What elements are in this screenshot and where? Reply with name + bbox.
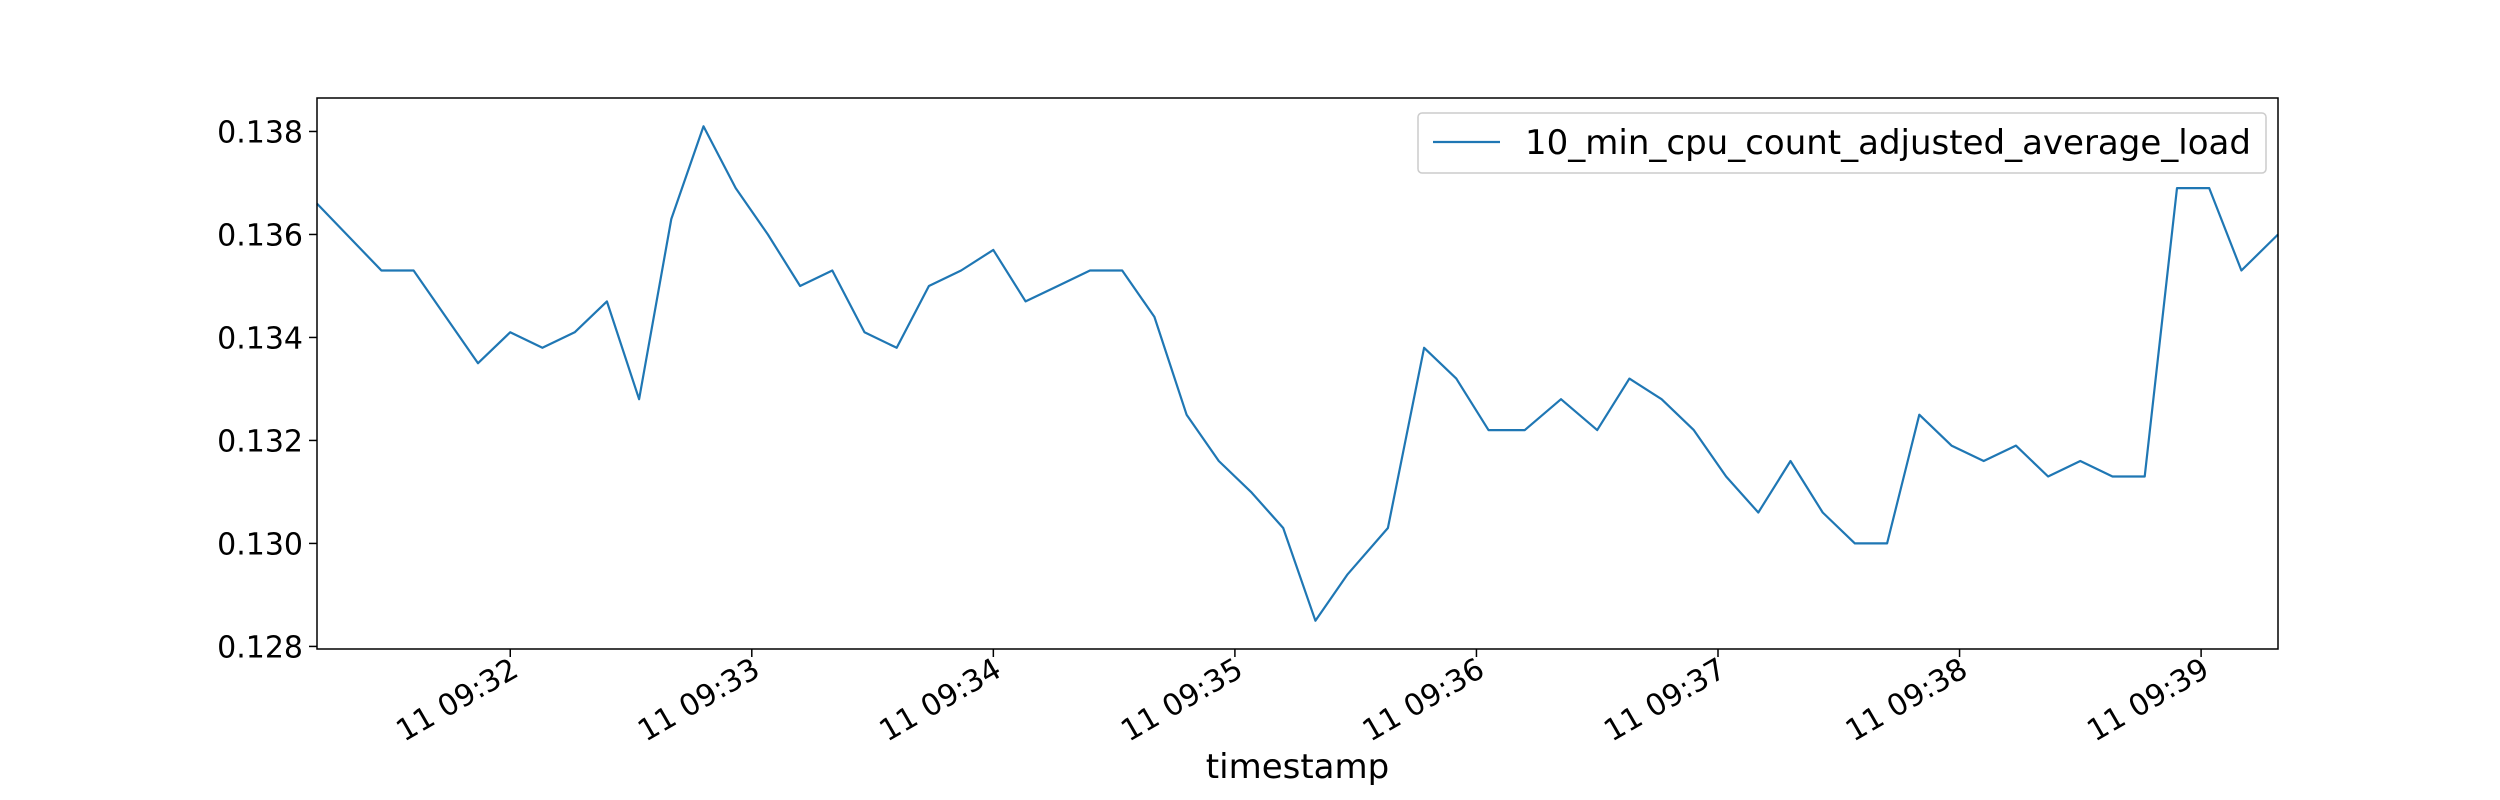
legend: 10_min_cpu_count_adjusted_average_load xyxy=(1417,112,2267,174)
x-axis-label: timestamp xyxy=(1206,747,1389,787)
y-tick-label: 0.134 xyxy=(217,321,303,356)
y-axis-ticks: 0.128 0.130 0.132 0.134 0.136 0.138 xyxy=(217,115,317,665)
series-line xyxy=(316,125,2279,622)
y-tick-label: 0.130 xyxy=(217,527,303,562)
legend-box xyxy=(1417,112,2267,174)
series-layer xyxy=(316,125,2279,622)
y-tick-label: 0.136 xyxy=(217,218,303,253)
y-tick-label: 0.138 xyxy=(217,115,303,150)
y-tick-label: 0.132 xyxy=(217,424,303,459)
legend-entry-label: 10_min_cpu_count_adjusted_average_load xyxy=(1525,123,2251,163)
plot-frame xyxy=(316,97,2279,650)
y-tick-label: 0.128 xyxy=(217,630,303,665)
